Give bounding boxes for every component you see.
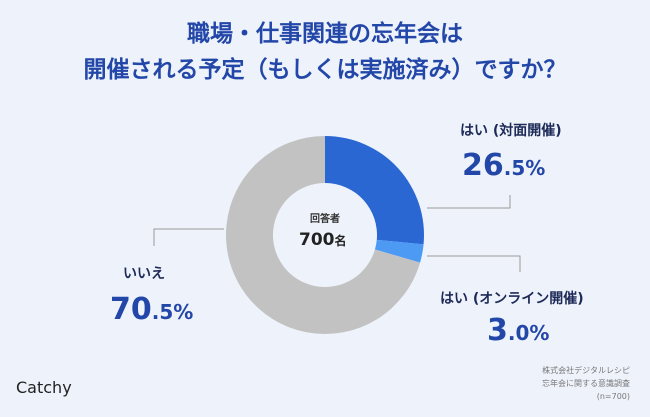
center-caption: 回答者 bbox=[310, 214, 340, 225]
value-label-offline: 26.5% bbox=[462, 148, 545, 186]
source-note: 株式会社デジタルレシピ 忘年会に関する意識調査 (n=700) bbox=[542, 364, 630, 403]
center-unit: 名 bbox=[334, 234, 347, 248]
slice-online bbox=[374, 239, 424, 263]
brand-logo: Catchy bbox=[16, 378, 72, 397]
legend-label-online: はい (オンライン開催) bbox=[440, 291, 584, 307]
value-no-main: 70 bbox=[110, 292, 152, 327]
legend-label-no: いいえ bbox=[123, 266, 165, 282]
center-count: 700 bbox=[299, 230, 335, 250]
legend-label-offline: はい (対面開催) bbox=[460, 123, 562, 139]
value-offline-main: 26 bbox=[462, 148, 504, 183]
source-line-3: (n=700) bbox=[596, 392, 630, 401]
slice-offline bbox=[325, 136, 425, 245]
leader-line-offline bbox=[427, 195, 511, 209]
chart-title: 職場・仕事関連の忘年会は 開催される予定（もしくは実施済み）ですか？ bbox=[0, 16, 650, 88]
value-label-no: 70.5% bbox=[110, 292, 193, 330]
source-line-2: 忘年会に関する意識調査 bbox=[542, 379, 630, 388]
value-online-decimal: .0% bbox=[507, 321, 550, 345]
value-label-online: 3.0% bbox=[487, 313, 549, 351]
leader-line-online bbox=[427, 255, 521, 272]
value-offline-decimal: .5% bbox=[503, 156, 546, 180]
source-line-1: 株式会社デジタルレシピ bbox=[542, 366, 630, 375]
slice-no bbox=[225, 136, 421, 335]
title-line-1: 職場・仕事関連の忘年会は bbox=[187, 21, 463, 47]
center-count-label: 700名 bbox=[299, 230, 347, 250]
leader-line-no bbox=[153, 228, 224, 246]
title-line-2: 開催される予定（もしくは実施済み）ですか？ bbox=[83, 57, 567, 83]
value-online-main: 3 bbox=[487, 313, 508, 348]
value-no-decimal: .5% bbox=[151, 300, 194, 324]
